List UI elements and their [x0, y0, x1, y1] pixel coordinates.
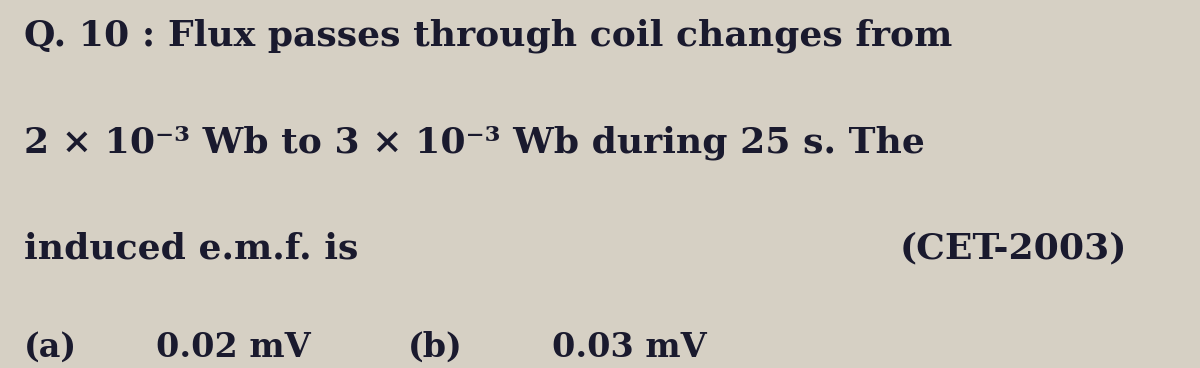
Text: (a): (a): [24, 331, 77, 364]
Text: (b): (b): [408, 331, 463, 364]
Text: 2 × 10⁻³ Wb to 3 × 10⁻³ Wb during 25 s. The: 2 × 10⁻³ Wb to 3 × 10⁻³ Wb during 25 s. …: [24, 125, 925, 160]
Text: 0.02 mV: 0.02 mV: [156, 331, 311, 364]
Text: 0.03 mV: 0.03 mV: [552, 331, 707, 364]
Text: induced e.m.f. is: induced e.m.f. is: [24, 232, 359, 266]
Text: (CET-2003): (CET-2003): [900, 232, 1128, 266]
Text: Q. 10 : Flux passes through coil changes from: Q. 10 : Flux passes through coil changes…: [24, 18, 953, 53]
